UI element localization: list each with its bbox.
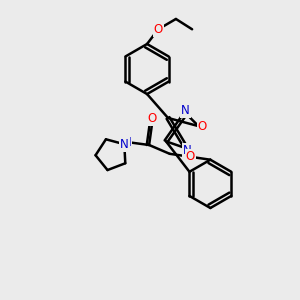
Text: N: N (183, 144, 192, 157)
Text: O: O (147, 112, 157, 125)
Text: O: O (197, 120, 207, 133)
Text: O: O (154, 23, 163, 36)
Text: N: N (181, 104, 190, 117)
Text: O: O (186, 150, 195, 163)
Text: N: N (123, 136, 131, 148)
Text: N: N (120, 138, 129, 151)
